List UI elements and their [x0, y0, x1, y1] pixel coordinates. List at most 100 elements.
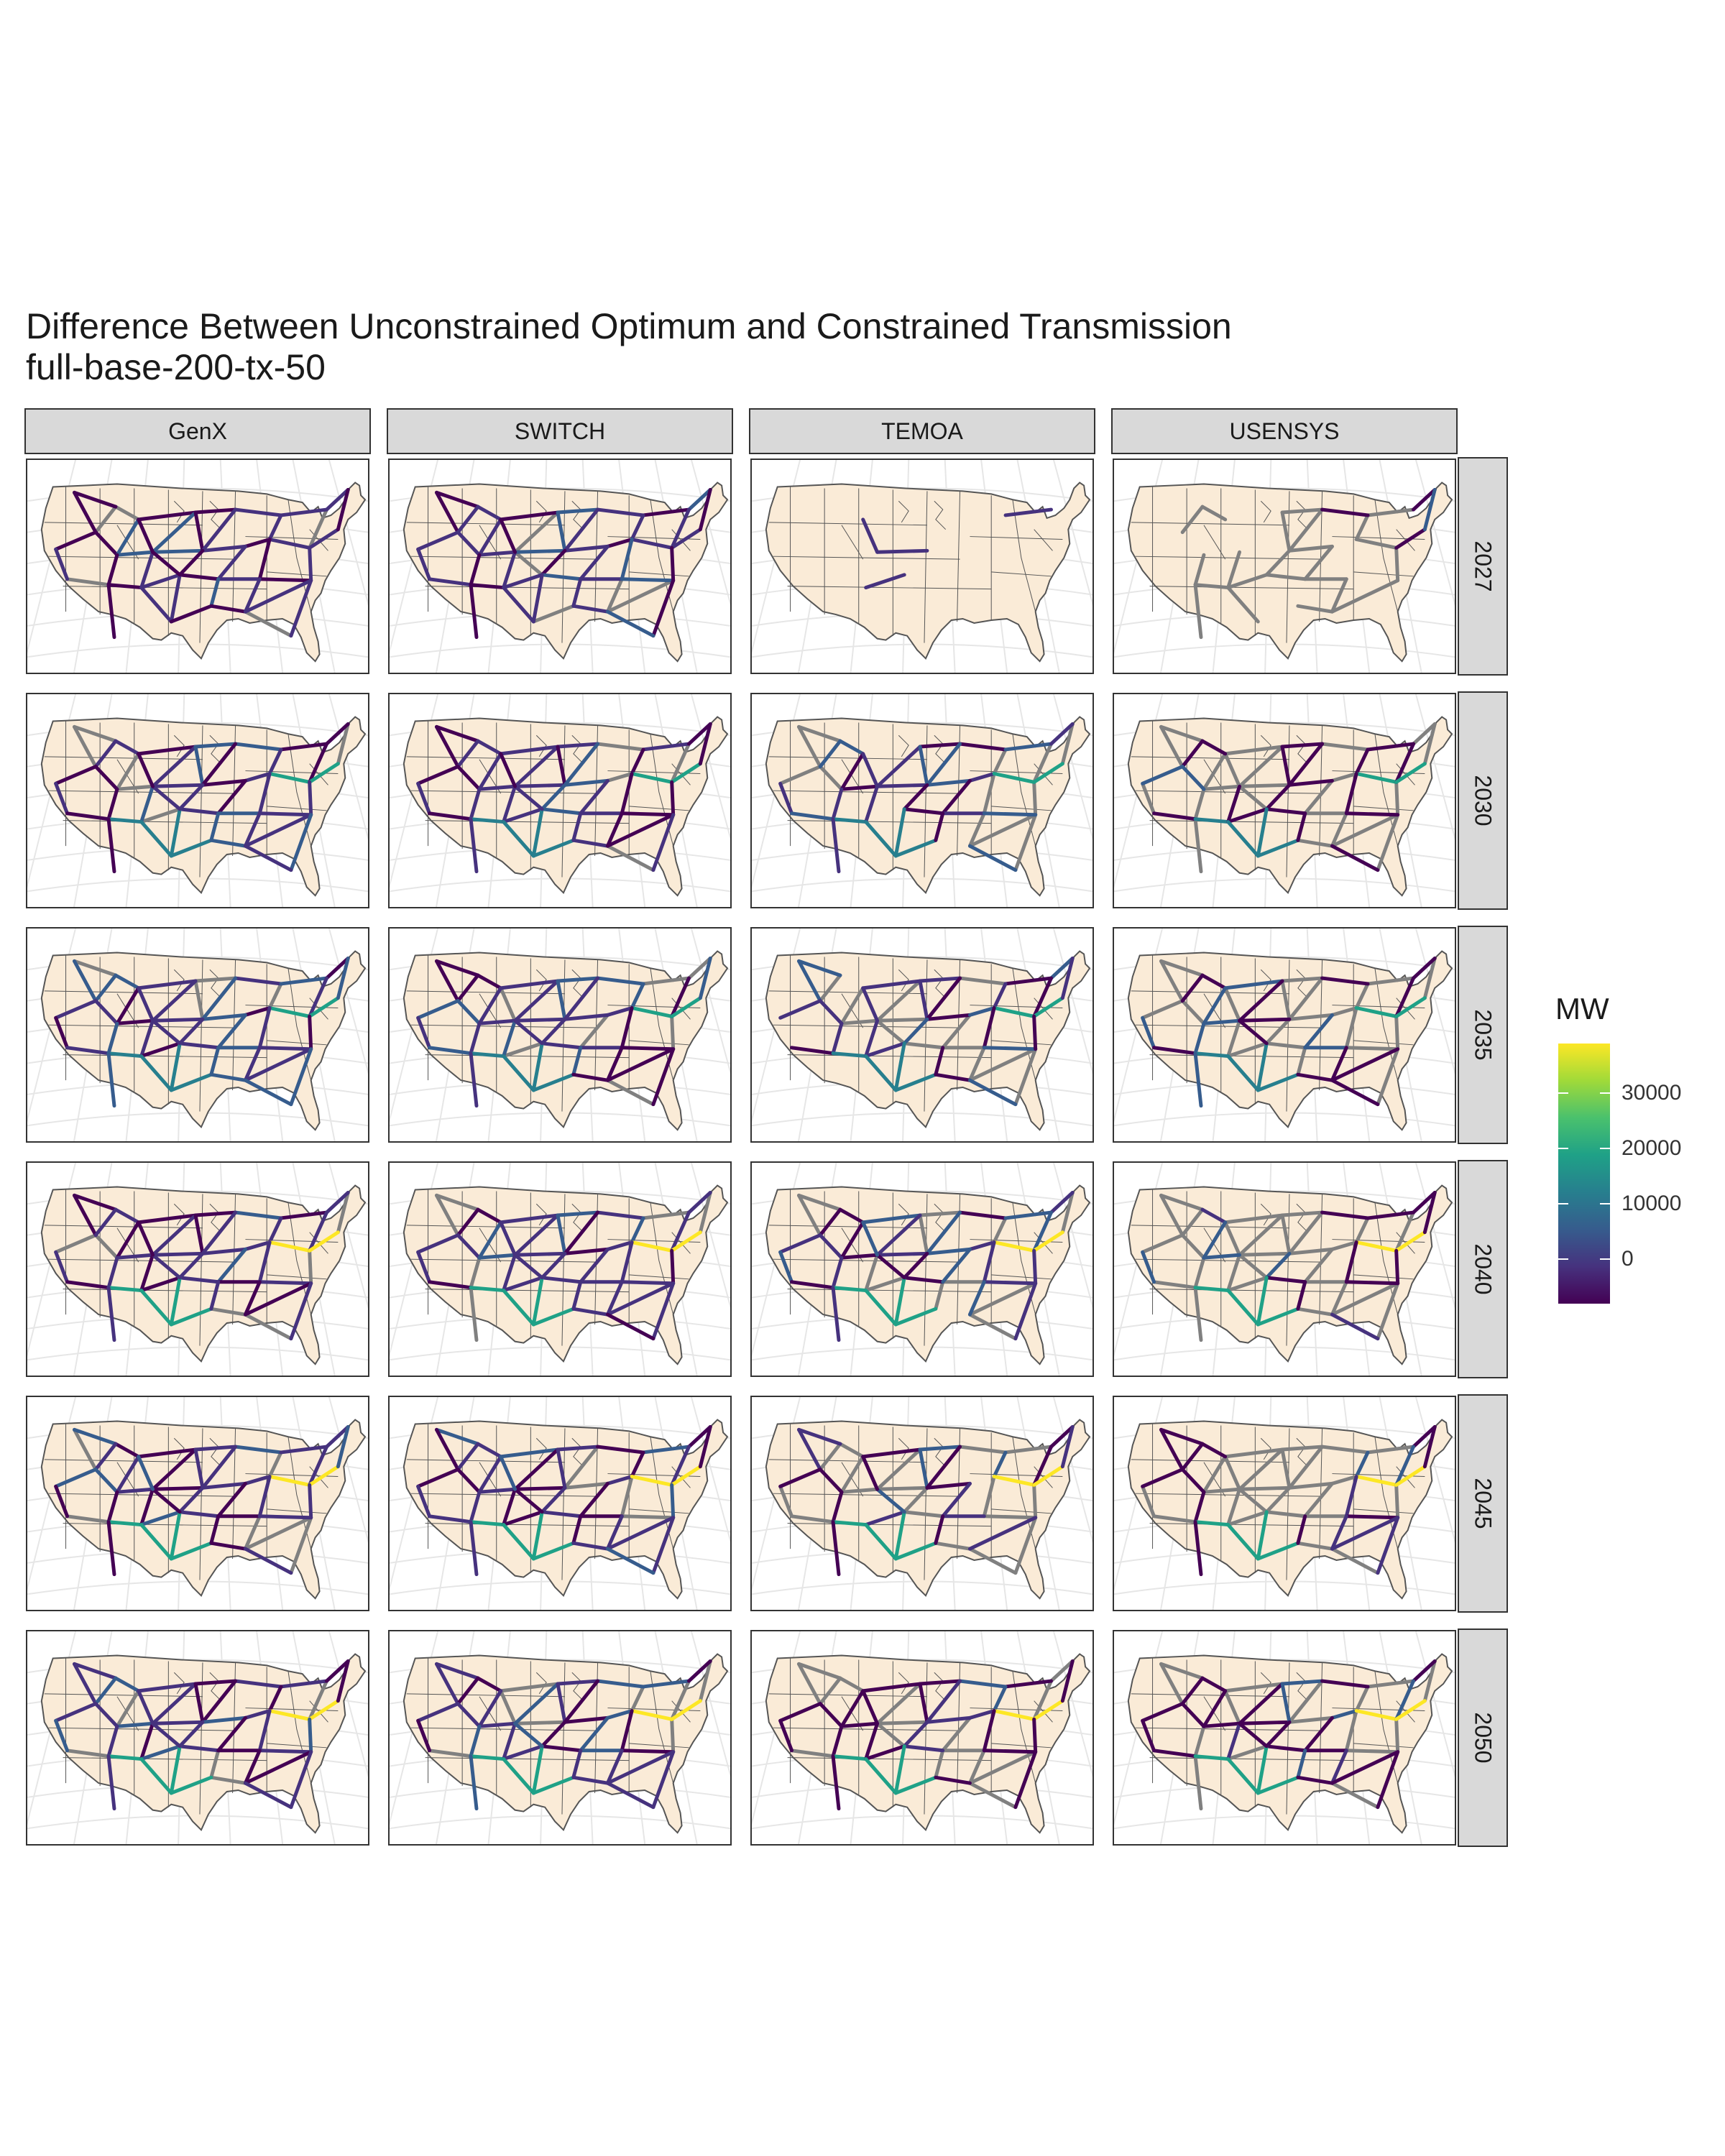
transmission-line [620, 1280, 676, 1286]
transmission-line [1280, 979, 1292, 1021]
transmission-line [540, 1251, 567, 1280]
transmission-line [106, 1520, 144, 1527]
zone-border [991, 1040, 1052, 1046]
zone-border [425, 1054, 630, 1059]
zone-border [425, 1289, 630, 1293]
zone-border [48, 790, 236, 794]
transmission-line [106, 553, 119, 587]
transmission-line [434, 959, 460, 1003]
transmission-line [54, 530, 98, 551]
zone-border [1131, 990, 1289, 995]
transmission-line [469, 787, 482, 821]
us-map [1114, 1397, 1455, 1610]
transmission-line [169, 838, 213, 858]
transmission-line [1394, 1210, 1415, 1253]
transmission-line [72, 1427, 98, 1472]
transmission-line [540, 548, 567, 577]
transmission-line [499, 986, 518, 1023]
map-panel-switch-2035 [388, 927, 732, 1143]
graticule-line [690, 929, 730, 1074]
transmission-line [216, 1481, 247, 1519]
transmission-line [201, 1013, 247, 1021]
transmission-line [137, 1455, 155, 1491]
transmission-line [1354, 1450, 1370, 1478]
transmission-line [1330, 813, 1400, 848]
transmission-line [151, 1721, 182, 1749]
transmission-line [106, 1051, 144, 1059]
transmission-line [796, 1662, 822, 1706]
zone-border [1286, 959, 1290, 1112]
transmission-line [1412, 1190, 1437, 1215]
transmission-line [1238, 1017, 1292, 1023]
zone-border [173, 500, 185, 523]
map-panel-switch-2050 [388, 1630, 732, 1846]
transmission-line [796, 1193, 842, 1212]
transmission-line [796, 959, 822, 1003]
transmission-line [1032, 996, 1064, 1018]
transmission-line [434, 724, 460, 769]
transmission-line [169, 1072, 213, 1092]
transmission-line [893, 1276, 906, 1327]
transmission-line [934, 1541, 972, 1551]
transmission-line [1193, 1520, 1203, 1577]
transmission-line [934, 1046, 945, 1077]
transmission-line [193, 507, 238, 515]
transmission-line [1032, 1483, 1038, 1520]
transmission-line [571, 1514, 583, 1545]
transmission-line [864, 573, 906, 590]
transmission-line [992, 1240, 1036, 1253]
transmission-line [531, 1041, 544, 1092]
transmission-line [139, 573, 182, 590]
transmission-line [469, 1021, 482, 1056]
us-map [1114, 694, 1455, 907]
zone-border [1135, 556, 1322, 560]
map-panel-usensys-2050 [1113, 1630, 1456, 1846]
transmission-line [687, 1190, 712, 1215]
transmission-line [257, 1475, 272, 1519]
transmission-line [918, 1447, 929, 1490]
transmission-line [596, 742, 645, 752]
transmission-line [139, 1510, 182, 1527]
transmission-line [499, 1689, 518, 1726]
transmission-line [1330, 811, 1348, 848]
transmission-line [502, 1276, 544, 1293]
transmission-line [243, 1280, 262, 1317]
transmission-line [416, 999, 460, 1020]
transmission-line [902, 807, 945, 816]
transmission-line [499, 745, 560, 756]
transmission-line [840, 1253, 880, 1260]
transmission-line [1354, 1475, 1399, 1487]
transmission-line [840, 784, 880, 791]
transmission-line [934, 1749, 945, 1779]
transmission-line [308, 1445, 328, 1487]
transmission-line [151, 784, 182, 811]
transmission-line [818, 1468, 844, 1494]
transmission-line [139, 1744, 182, 1761]
transmission-line [1180, 739, 1205, 769]
transmission-line [93, 739, 118, 769]
graticule-line [328, 694, 368, 840]
transmission-line [178, 573, 221, 581]
transmission-line [477, 784, 518, 791]
zone-border [1353, 1508, 1414, 1514]
us-outline [402, 1653, 729, 1834]
transmission-line [1238, 783, 1292, 788]
zone-border [898, 734, 909, 757]
zone-border [267, 1040, 327, 1046]
transmission-line [434, 1193, 460, 1238]
transmission-line [1223, 752, 1242, 788]
transmission-line [193, 1679, 238, 1686]
transmission-line [1330, 1281, 1400, 1317]
transmission-line [630, 1709, 674, 1721]
transmission-line [267, 1450, 283, 1478]
transmission-line [267, 772, 312, 784]
transmission-line [902, 783, 929, 811]
transmission-line [106, 1256, 119, 1290]
zone-border [768, 1459, 927, 1463]
transmission-line [54, 781, 70, 816]
transmission-line [456, 973, 480, 1003]
transmission-line [556, 510, 567, 553]
transmission-line [72, 1193, 98, 1238]
zone-border [63, 820, 267, 824]
transmission-line [114, 1207, 141, 1225]
